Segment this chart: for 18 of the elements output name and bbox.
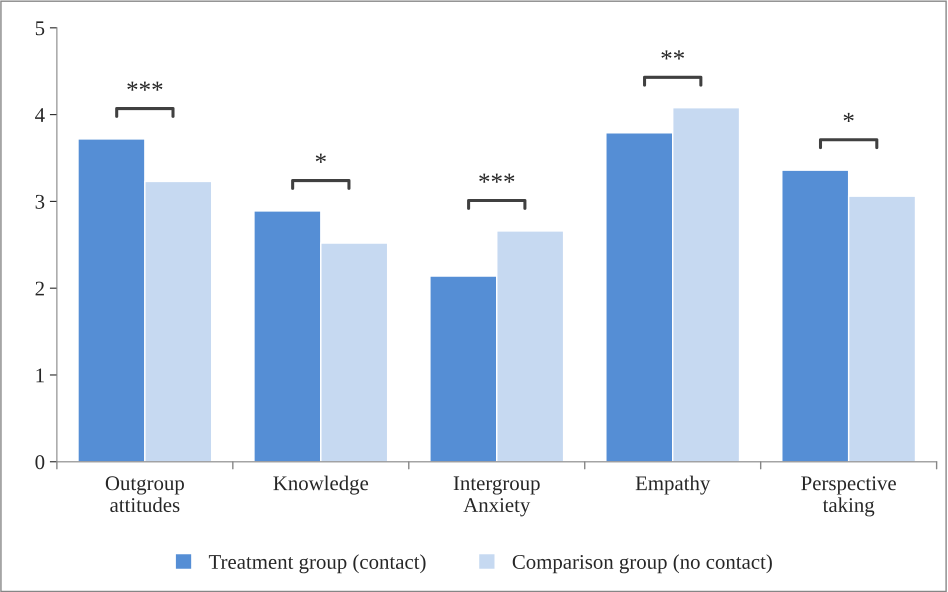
y-tick-label: 0: [35, 455, 44, 470]
x-tick-label: Outgroup attitudes: [106, 476, 184, 512]
legend-label: Comparison group (no contact): [512, 554, 772, 574]
y-tick-label: 2: [36, 282, 44, 296]
legend-label: Treatment group (contact): [208, 554, 426, 574]
x-tick-label: Intergroup Anxiety: [454, 476, 540, 516]
x-tick-label: Perspective taking: [801, 476, 896, 516]
annotation: **: [661, 50, 684, 60]
y-tick-label: 1: [36, 368, 44, 382]
annotation: *: [316, 154, 326, 163]
annotation: *: [844, 112, 854, 122]
annotation: ***: [127, 82, 162, 91]
y-tick-label: 4: [35, 108, 45, 122]
y-tick-label: 3: [36, 194, 44, 209]
annotation: ***: [479, 174, 514, 183]
y-tick-label: 5: [36, 21, 44, 36]
x-tick-label: Knowledge: [273, 476, 368, 495]
x-tick-label: Empathy: [636, 476, 710, 495]
